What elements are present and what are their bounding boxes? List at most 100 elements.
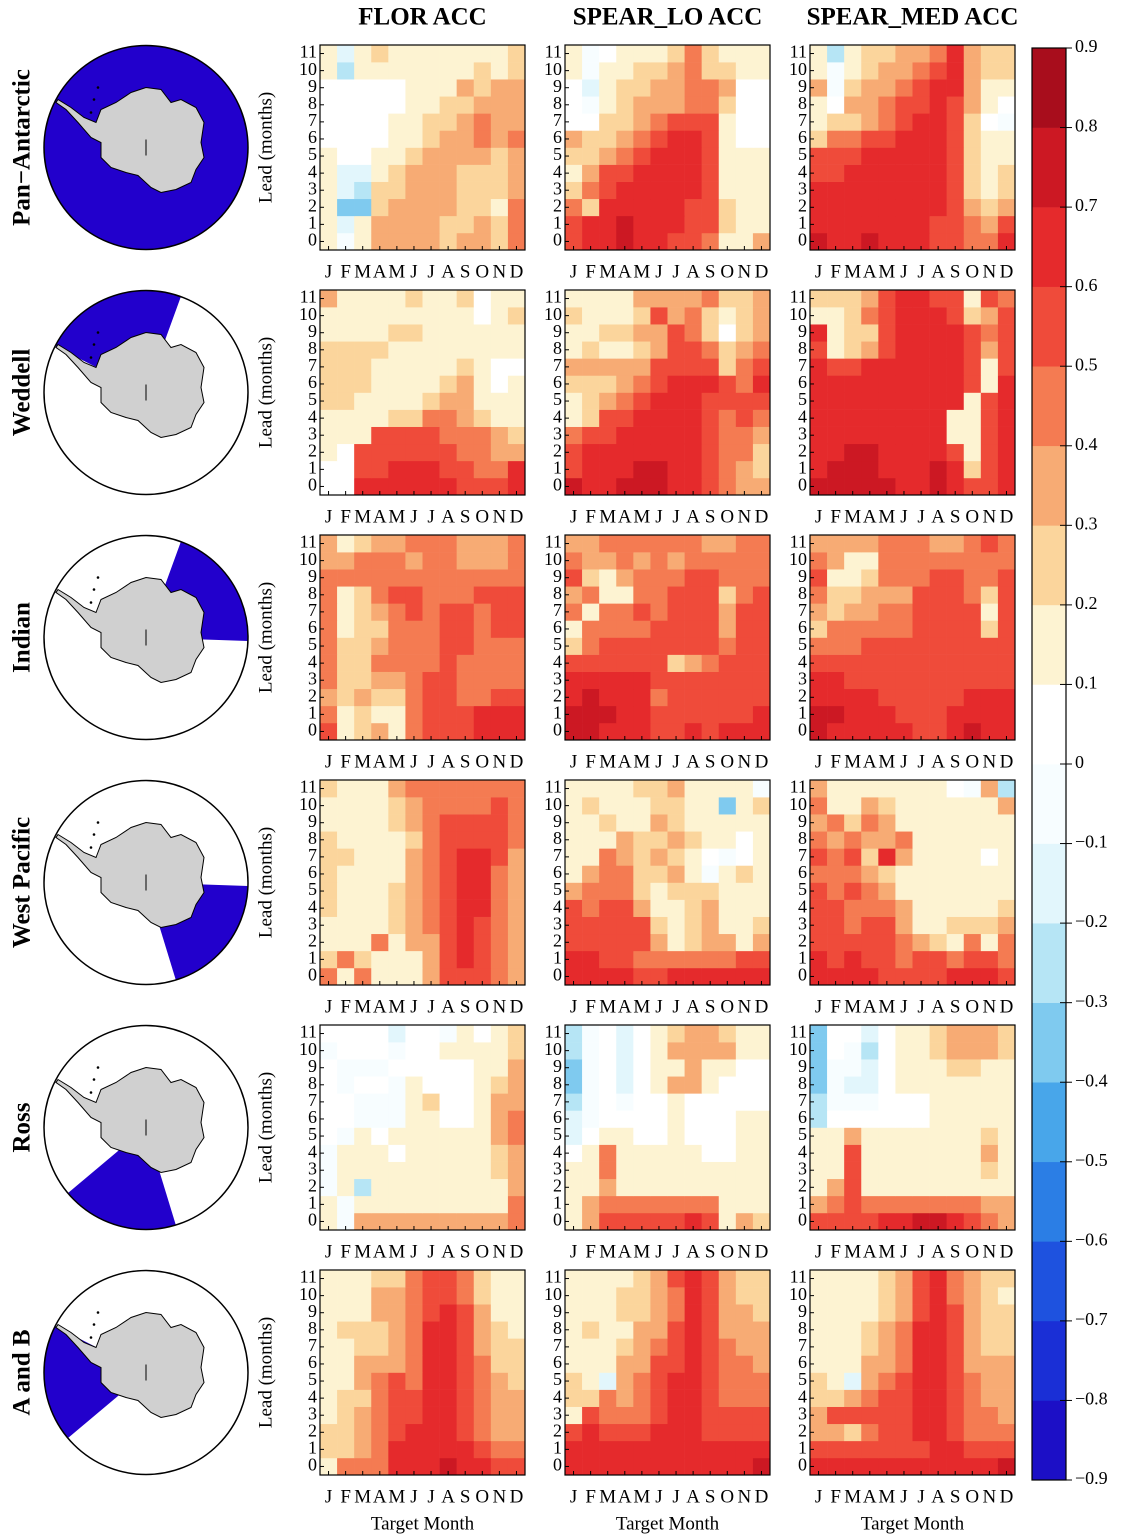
- cell: [473, 882, 492, 900]
- y-tick-label: 2: [553, 1175, 562, 1195]
- cell: [895, 1144, 913, 1162]
- cell: [388, 375, 406, 393]
- cell: [439, 358, 457, 376]
- cell: [507, 358, 526, 376]
- cell: [997, 1321, 1016, 1339]
- x-tick-label: J: [900, 1241, 907, 1262]
- cell: [997, 45, 1016, 63]
- cell: [354, 654, 372, 672]
- cell: [718, 933, 737, 952]
- cell: [371, 96, 389, 114]
- cell: [565, 1059, 583, 1077]
- cell: [456, 780, 475, 798]
- cell: [878, 1406, 896, 1425]
- x-tick-label: J: [815, 1486, 822, 1507]
- y-axis-label: Lead (months): [255, 1317, 276, 1428]
- y-tick-label: 4: [553, 651, 562, 671]
- cell: [490, 79, 509, 97]
- cell: [388, 45, 406, 63]
- cell: [735, 1144, 754, 1162]
- cell: [565, 375, 583, 393]
- cell: [405, 1440, 423, 1459]
- cell: [422, 147, 440, 165]
- cell: [473, 1195, 492, 1214]
- cell: [565, 1270, 583, 1288]
- cell: [616, 341, 634, 359]
- cell: [354, 477, 372, 496]
- y-tick-label: 2: [308, 1175, 317, 1195]
- cell: [912, 586, 930, 604]
- cell: [616, 933, 634, 952]
- cell: [337, 1161, 355, 1180]
- cell: [963, 392, 982, 410]
- cell: [912, 79, 930, 97]
- cell: [878, 62, 896, 80]
- cell: [997, 113, 1016, 131]
- cell: [616, 232, 634, 251]
- cell: [473, 586, 492, 604]
- cell: [456, 1287, 475, 1305]
- cell: [718, 130, 737, 148]
- cell: [582, 688, 600, 707]
- cell: [912, 814, 930, 832]
- cell: [718, 341, 737, 359]
- cell: [405, 130, 423, 148]
- cell: [422, 1161, 440, 1180]
- cell: [912, 477, 930, 496]
- x-tick-label: A: [618, 1241, 632, 1262]
- cell: [684, 198, 702, 217]
- cell: [912, 409, 930, 427]
- cell: [507, 130, 526, 148]
- cell: [895, 1440, 913, 1459]
- cell: [752, 1059, 771, 1077]
- panel-frame: [809, 44, 1016, 251]
- cell: [599, 831, 617, 849]
- x-tick-label: A: [931, 261, 945, 282]
- x-tick-label: J: [900, 996, 907, 1017]
- cell: [929, 130, 947, 148]
- x-tick-label: J: [655, 1241, 662, 1262]
- cell: [963, 780, 982, 798]
- x-tick-label: S: [460, 506, 471, 527]
- cell: [320, 797, 338, 815]
- cell: [963, 79, 982, 97]
- cell: [422, 307, 440, 325]
- cell: [912, 147, 930, 165]
- x-tick-label: N: [493, 996, 507, 1017]
- cell: [844, 1321, 862, 1339]
- cell: [963, 1423, 982, 1442]
- cell: [997, 409, 1016, 427]
- cell: [827, 1093, 845, 1111]
- cell: [735, 324, 754, 342]
- cell: [912, 899, 930, 917]
- cell: [997, 1110, 1016, 1128]
- y-tick-label: 7: [308, 355, 317, 375]
- cell: [980, 603, 999, 621]
- cell: [895, 535, 913, 553]
- cell: [752, 705, 771, 724]
- cell: [684, 831, 702, 849]
- colorbar-bin: [1032, 445, 1066, 526]
- x-tick-label: D: [755, 1241, 769, 1262]
- y-tick-label: 5: [553, 879, 562, 899]
- cell: [684, 1161, 702, 1180]
- cell: [616, 1355, 634, 1373]
- cell: [616, 181, 634, 200]
- cell: [997, 290, 1016, 308]
- cell: [997, 1059, 1016, 1077]
- cell: [320, 1161, 338, 1180]
- x-tick-label: A: [931, 751, 945, 772]
- cell: [861, 831, 879, 849]
- cell: [844, 409, 862, 427]
- cell: [582, 899, 600, 917]
- cell: [507, 1304, 526, 1322]
- cell: [701, 1355, 720, 1373]
- cell: [861, 722, 879, 741]
- cell: [422, 569, 440, 587]
- cell: [599, 79, 617, 97]
- cell: [878, 586, 896, 604]
- cell: [718, 1287, 737, 1305]
- cell: [946, 113, 965, 131]
- x-tick-label: J: [655, 506, 662, 527]
- cell: [667, 1042, 685, 1060]
